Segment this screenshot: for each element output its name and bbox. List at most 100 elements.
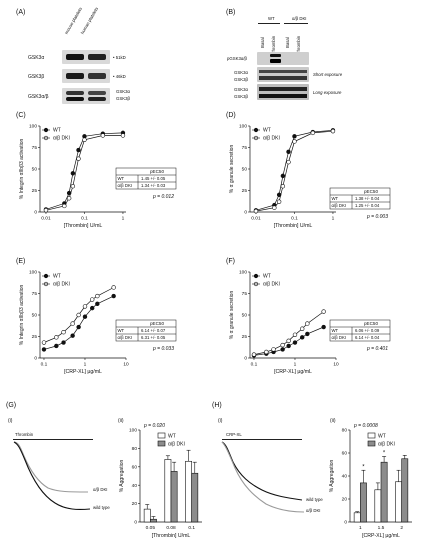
chart-e-legend-label-wt: WT: [53, 274, 61, 280]
trace-label-dki-g: α/β DKI: [93, 487, 108, 492]
chart-gii-p-value: p = 0.020: [143, 423, 165, 429]
chart-c-ec50-row-label: α/β DKI: [118, 183, 133, 188]
chart-c-point-wt: [70, 171, 76, 176]
chart-hii-legend-swatch-wt: [367, 432, 376, 439]
chart-e-xtick-label: 1: [84, 362, 87, 368]
blot-strip-long-exposure: [257, 84, 309, 100]
mw-51-label: 51kD: [115, 55, 126, 60]
chart-f-xtick-label: 0.1: [251, 362, 258, 368]
blot-row-label-gsk3ab: GSK3α/β: [28, 94, 49, 100]
chart-c-ec50-table: [115, 167, 177, 190]
chart-c-ytick-label: 50: [32, 167, 38, 173]
chart-e-point-wt: [61, 340, 66, 345]
chart-e-ec50-table: [115, 319, 177, 342]
chart-e-xtick-label: 0.1: [41, 362, 48, 368]
chart-f-point-wt: [292, 340, 298, 345]
chart-e-point-dki: [111, 285, 116, 290]
chart-c-point-dki: [70, 184, 76, 189]
sub-label-g-i: (i): [8, 418, 13, 424]
chart-f-point-wt: [300, 335, 305, 340]
chart-e-point-dki: [82, 304, 88, 309]
chart-f-ec50-header: pEC50: [364, 321, 378, 326]
group-underline-wt: [258, 23, 280, 24]
chart-e-point-dki: [90, 297, 95, 302]
chart-hii-ylabel: % Aggregation: [329, 460, 335, 493]
mw-marker-46: • 46kD: [113, 74, 126, 79]
chart-e-xtick-label: 10: [123, 362, 129, 368]
blot-row-label-gsk3a-long: GSK3α: [234, 87, 248, 92]
chart-f-ec50-row-value: 6.06 +/- 0.09: [355, 328, 380, 333]
chart-e-ec50-row-value: 6.14 +/- 0.07: [141, 328, 166, 333]
chart-f-ytick-label: 50: [242, 313, 248, 319]
blot-row-label-gsk3b-short: GSK3β: [234, 77, 248, 82]
blot-strip-gsk3a: [62, 50, 110, 64]
chart-f-ytick-label: 25: [242, 334, 248, 340]
chart-d-point-dki: [286, 159, 291, 165]
mw-marker-51: • 51kD: [113, 55, 126, 60]
chart-f-legend-label-wt: WT: [263, 274, 271, 280]
chart-e-point-dki: [95, 293, 100, 299]
trace-label-wt-g: wild type: [93, 505, 110, 510]
chart-f-ec50-row-label: WT: [332, 328, 339, 333]
chart-hii-ytick-label: 80: [342, 428, 348, 434]
chart-gii-ytick-label: 80: [132, 446, 138, 452]
chart-f-ytick-label: 100: [239, 270, 247, 276]
chart-f-ytick-label: 75: [242, 291, 248, 297]
chart-e-legend-label-dki: α/β DKI: [53, 282, 70, 288]
chart-c-point-dki: [82, 137, 87, 142]
chart-hii-ytick-label: 0: [344, 520, 347, 526]
chart-e-point-wt: [70, 333, 75, 338]
chart-hii-xlabel: [CRP-XL] µg/mL: [362, 533, 400, 539]
chart-f-ytick-label: 0: [244, 356, 247, 362]
chart-c-xtick-label: 1: [122, 216, 125, 222]
chart-f-point-dki: [292, 332, 298, 337]
trace-label-wt-h: wild type: [306, 497, 323, 502]
chart-e-ytick-label: 0: [34, 356, 37, 362]
chart-e-ytick-label: 25: [32, 334, 38, 340]
chart-c-legend-label-wt: WT: [53, 128, 61, 134]
chart-gii-ytick-label: 20: [132, 501, 138, 507]
panel-label-g: (G): [6, 402, 17, 409]
chart-gii-ytick-label: 0: [134, 520, 137, 526]
blot-row-label-gsk3b: GSK3β: [28, 74, 45, 80]
blot-row-label-gsk3a: GSK3α: [28, 55, 45, 61]
chart-d-xtick-label: 0.01: [251, 216, 261, 222]
mw-46-label: 46kD: [115, 74, 126, 79]
chart-d-point-dki: [276, 199, 282, 204]
chart-hii-ytick-label: 40: [342, 474, 348, 480]
chart-d-ylabel: % α granule secretion: [229, 145, 235, 194]
chart-e-point-dki: [61, 330, 66, 335]
chart-e-p-value: p = 0.033: [152, 346, 174, 352]
panel-label-d: (D): [226, 112, 236, 119]
chart-f-xlabel: [CRP-XL] µg/mL: [274, 369, 312, 375]
chart-e-point-dki: [54, 335, 59, 340]
chart-gii-xtick-label: 0.08: [166, 525, 176, 531]
chart-f-point-dki: [305, 321, 310, 326]
band-label-gsk3a: GSK3α: [116, 89, 130, 94]
chart-e-ylabel: % Integrin αIIbβ3 activation: [19, 285, 25, 346]
agonist-label-g: Thrombin: [15, 432, 34, 437]
chart-d-point-dki: [330, 128, 336, 134]
panel-label-e: (E): [16, 258, 26, 265]
chart-d-xlabel: [Thrombin] U/mL: [274, 223, 313, 229]
sub-label-h-i: (i): [218, 418, 223, 424]
chart-hii-xtick-label: 1.5: [378, 525, 385, 531]
chart-f-point-dki: [286, 338, 291, 343]
chart-e-point-wt: [111, 293, 116, 299]
chart-gii-ytick-label: 100: [129, 428, 137, 434]
chart-hii-ytick-label: 60: [342, 451, 348, 457]
sub-label-h-ii: (ii): [330, 418, 336, 424]
chart-d-ec50-row-value: 1.25 +/- 0.04: [355, 203, 380, 208]
chart-f-xtick-label: 10: [333, 362, 339, 368]
chart-d-point-wt: [292, 134, 297, 139]
chart-d-ec50-row-label: α/β DKI: [332, 203, 347, 208]
chart-e-ec50-header: pEC50: [150, 321, 164, 326]
chart-d-point-dki: [280, 184, 286, 189]
chart-c-point-dki: [62, 203, 67, 209]
blot-row-label-gsk3b-long: GSK3β: [234, 94, 248, 99]
chart-c-p-value: p = 0.012: [152, 194, 174, 200]
group-label-dki: α/β DKI: [292, 16, 307, 21]
